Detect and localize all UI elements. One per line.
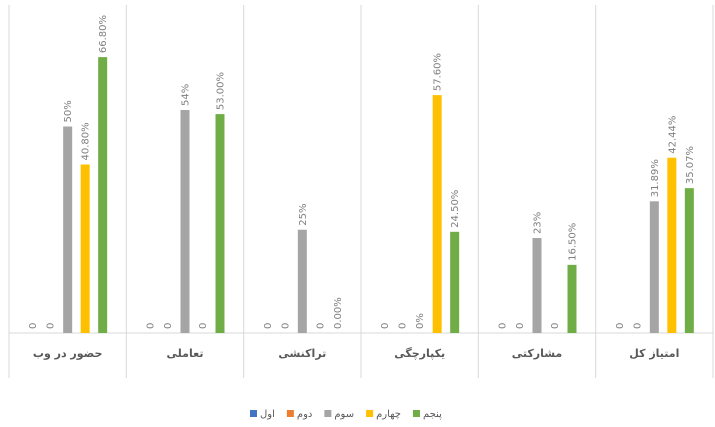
bar [567,264,577,333]
bar [297,229,307,333]
x-tick-label: تراکنشی [278,347,326,360]
data-label: 0% [415,313,426,329]
x-tick-label: حضور در وب [33,347,103,360]
data-label: 54% [181,84,192,106]
bar [80,164,90,333]
bar [98,57,108,334]
x-tick-label: امتیاز کل [629,347,679,360]
data-label: 0 [28,323,39,329]
bar [532,238,542,333]
data-label: 0 [315,323,326,329]
legend-label: سوم [334,409,354,420]
data-label: 31.89% [650,159,661,197]
legend-swatch [324,410,332,417]
bar [180,109,190,333]
data-label: 0 [280,323,291,329]
bar [450,231,460,333]
data-label: 35.07% [685,146,696,184]
data-label: 0 [632,323,643,329]
data-label: 0 [498,323,509,329]
data-label: 0 [46,323,57,329]
data-label: 0 [550,323,561,329]
legend-swatch [366,410,374,417]
x-tick-label: مشارکتی [512,347,562,360]
bar [684,188,694,333]
bar [667,157,677,333]
bar [63,126,73,333]
legend-swatch [412,410,420,417]
data-label: 0.00% [333,297,344,329]
legend-label: اول [260,409,275,420]
data-label: 23% [533,212,544,234]
data-label: 42.44% [667,116,678,154]
legend-label: پنجم [423,409,442,420]
data-label: 57.60% [433,53,444,91]
data-label: 50% [63,100,74,122]
data-label: 0 [398,323,409,329]
data-label: 66.80% [98,15,109,53]
data-label: 0 [263,323,274,329]
bar [432,95,442,333]
data-label: 0 [515,323,526,329]
bar [649,201,659,333]
data-label: 24.50% [450,190,461,228]
data-label: 16.50% [568,223,579,261]
bar [215,114,225,333]
x-tick-label: یکپارچگی [394,347,445,360]
data-label: 0 [163,323,174,329]
data-label: 0 [198,323,209,329]
legend-label: چهارم [376,409,401,420]
data-label: 25% [298,204,309,226]
data-label: 0 [380,323,391,329]
legend-label: دوم [297,409,312,420]
legend-swatch [250,410,257,417]
legend-swatch [286,410,294,417]
data-label: 40.80% [81,122,92,160]
data-label: 53.00% [216,72,227,110]
data-label: 0 [146,323,157,329]
data-label: 0 [615,323,626,329]
x-tick-label: تعاملی [167,347,204,360]
